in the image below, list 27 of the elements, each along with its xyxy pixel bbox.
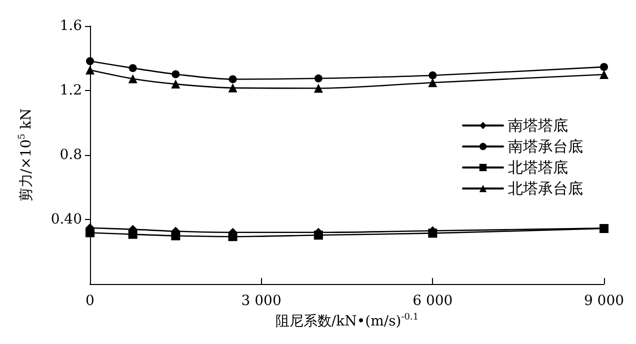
point	[171, 80, 180, 89]
point	[228, 75, 237, 84]
point	[128, 74, 138, 84]
point	[428, 71, 437, 80]
y-tick-label: 0.8	[60, 147, 82, 163]
point	[86, 66, 94, 75]
point	[172, 70, 180, 78]
point	[314, 84, 323, 93]
x-tick-label: 0	[86, 293, 94, 309]
x-tick-label: 9 000	[584, 293, 624, 309]
x-tick-label: 6 000	[412, 293, 453, 309]
y-axis-title: 剪力/×105 kN	[18, 108, 34, 202]
point	[86, 57, 94, 66]
point	[600, 62, 608, 71]
legend-label: 南塔塔底	[508, 116, 568, 134]
y-tick-label: 1.2	[60, 82, 82, 98]
point	[428, 78, 438, 88]
legend-label: 北塔塔底	[508, 158, 568, 176]
point	[228, 83, 238, 92]
legend-label: 北塔承台底	[508, 180, 583, 198]
point	[314, 74, 322, 82]
y-tick-label: 0.40	[50, 212, 82, 228]
point	[600, 70, 608, 80]
legend-label: 南塔承台底	[508, 138, 583, 156]
y-tick-label: 1.6	[60, 18, 82, 34]
point	[128, 64, 137, 72]
x-tick-label: 3 000	[241, 293, 282, 309]
